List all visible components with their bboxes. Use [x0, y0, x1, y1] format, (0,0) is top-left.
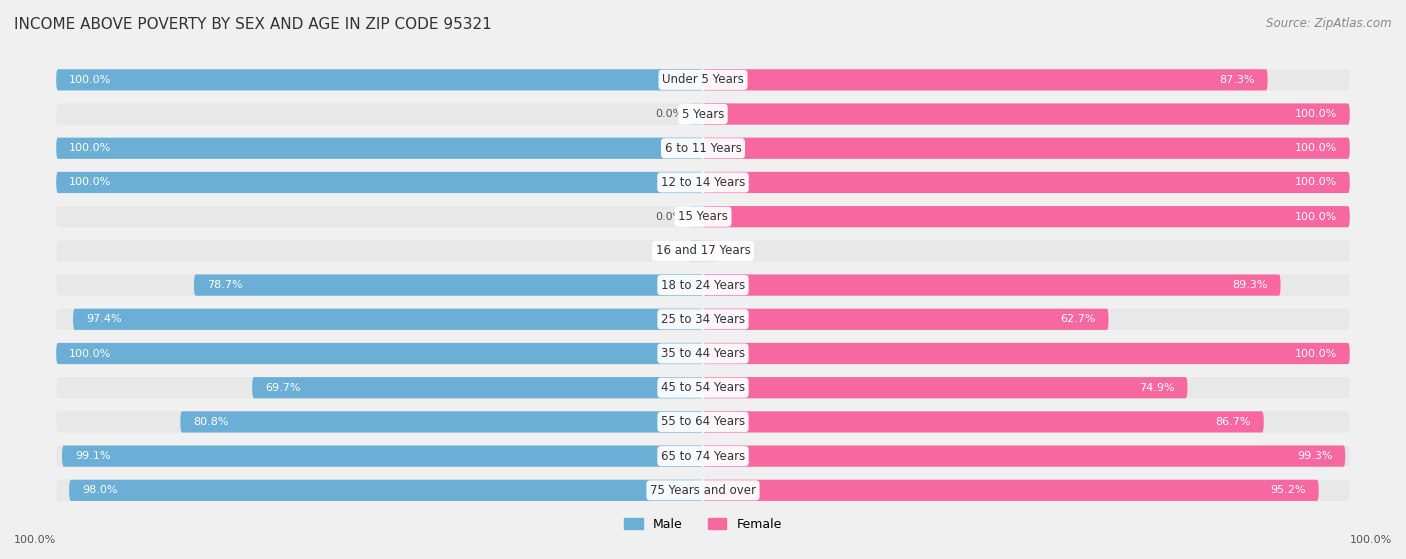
Text: 0.0%: 0.0% — [723, 246, 751, 256]
FancyBboxPatch shape — [703, 343, 1350, 364]
Text: 45 to 54 Years: 45 to 54 Years — [661, 381, 745, 394]
FancyBboxPatch shape — [703, 240, 716, 262]
Text: 6 to 11 Years: 6 to 11 Years — [665, 142, 741, 155]
FancyBboxPatch shape — [690, 206, 703, 228]
Legend: Male, Female: Male, Female — [619, 513, 787, 536]
FancyBboxPatch shape — [56, 274, 1350, 296]
FancyBboxPatch shape — [703, 206, 1350, 228]
Text: 75 Years and over: 75 Years and over — [650, 484, 756, 497]
FancyBboxPatch shape — [56, 309, 1350, 330]
FancyBboxPatch shape — [56, 69, 1350, 91]
Text: 100.0%: 100.0% — [69, 348, 111, 358]
FancyBboxPatch shape — [703, 309, 1108, 330]
FancyBboxPatch shape — [703, 377, 1188, 399]
FancyBboxPatch shape — [703, 480, 1319, 501]
FancyBboxPatch shape — [56, 411, 1350, 433]
Text: 65 to 74 Years: 65 to 74 Years — [661, 449, 745, 463]
Text: INCOME ABOVE POVERTY BY SEX AND AGE IN ZIP CODE 95321: INCOME ABOVE POVERTY BY SEX AND AGE IN Z… — [14, 17, 492, 32]
FancyBboxPatch shape — [69, 480, 703, 501]
FancyBboxPatch shape — [56, 377, 1350, 399]
Text: Source: ZipAtlas.com: Source: ZipAtlas.com — [1267, 17, 1392, 30]
Text: 95.2%: 95.2% — [1270, 485, 1306, 495]
Text: 100.0%: 100.0% — [69, 177, 111, 187]
Text: 15 Years: 15 Years — [678, 210, 728, 223]
Text: 55 to 64 Years: 55 to 64 Years — [661, 415, 745, 428]
FancyBboxPatch shape — [56, 480, 1350, 501]
FancyBboxPatch shape — [56, 138, 703, 159]
FancyBboxPatch shape — [690, 103, 703, 125]
Text: 100.0%: 100.0% — [1295, 348, 1337, 358]
Text: 0.0%: 0.0% — [655, 246, 683, 256]
Text: 86.7%: 86.7% — [1215, 417, 1251, 427]
FancyBboxPatch shape — [180, 411, 703, 433]
Text: 89.3%: 89.3% — [1232, 280, 1268, 290]
Text: 99.3%: 99.3% — [1296, 451, 1333, 461]
FancyBboxPatch shape — [56, 343, 703, 364]
FancyBboxPatch shape — [56, 343, 1350, 364]
FancyBboxPatch shape — [252, 377, 703, 399]
Text: 5 Years: 5 Years — [682, 107, 724, 121]
Text: 69.7%: 69.7% — [266, 383, 301, 393]
Text: 18 to 24 Years: 18 to 24 Years — [661, 278, 745, 292]
FancyBboxPatch shape — [56, 103, 1350, 125]
FancyBboxPatch shape — [703, 172, 1350, 193]
Text: 62.7%: 62.7% — [1060, 314, 1095, 324]
FancyBboxPatch shape — [56, 69, 703, 91]
FancyBboxPatch shape — [56, 172, 703, 193]
Text: 74.9%: 74.9% — [1139, 383, 1174, 393]
FancyBboxPatch shape — [703, 411, 1264, 433]
FancyBboxPatch shape — [56, 240, 1350, 262]
Text: 97.4%: 97.4% — [86, 314, 121, 324]
FancyBboxPatch shape — [703, 138, 1350, 159]
Text: 78.7%: 78.7% — [207, 280, 243, 290]
FancyBboxPatch shape — [703, 446, 1346, 467]
Text: Under 5 Years: Under 5 Years — [662, 73, 744, 86]
Text: 100.0%: 100.0% — [1295, 109, 1337, 119]
Text: 100.0%: 100.0% — [1295, 212, 1337, 222]
FancyBboxPatch shape — [73, 309, 703, 330]
FancyBboxPatch shape — [56, 446, 1350, 467]
FancyBboxPatch shape — [194, 274, 703, 296]
Text: 80.8%: 80.8% — [194, 417, 229, 427]
FancyBboxPatch shape — [703, 69, 1268, 91]
Text: 0.0%: 0.0% — [655, 109, 683, 119]
FancyBboxPatch shape — [703, 103, 1350, 125]
Text: 100.0%: 100.0% — [69, 143, 111, 153]
Text: 35 to 44 Years: 35 to 44 Years — [661, 347, 745, 360]
Text: 100.0%: 100.0% — [1295, 177, 1337, 187]
FancyBboxPatch shape — [703, 274, 1281, 296]
FancyBboxPatch shape — [56, 138, 1350, 159]
Text: 100.0%: 100.0% — [69, 75, 111, 85]
Text: 16 and 17 Years: 16 and 17 Years — [655, 244, 751, 257]
Text: 87.3%: 87.3% — [1219, 75, 1254, 85]
FancyBboxPatch shape — [62, 446, 703, 467]
FancyBboxPatch shape — [690, 240, 703, 262]
Text: 12 to 14 Years: 12 to 14 Years — [661, 176, 745, 189]
Text: 25 to 34 Years: 25 to 34 Years — [661, 313, 745, 326]
Text: 100.0%: 100.0% — [1295, 143, 1337, 153]
Text: 0.0%: 0.0% — [655, 212, 683, 222]
Text: 100.0%: 100.0% — [14, 535, 56, 545]
FancyBboxPatch shape — [56, 172, 1350, 193]
Text: 98.0%: 98.0% — [82, 485, 118, 495]
Text: 99.1%: 99.1% — [75, 451, 111, 461]
FancyBboxPatch shape — [56, 206, 1350, 228]
Text: 100.0%: 100.0% — [1350, 535, 1392, 545]
